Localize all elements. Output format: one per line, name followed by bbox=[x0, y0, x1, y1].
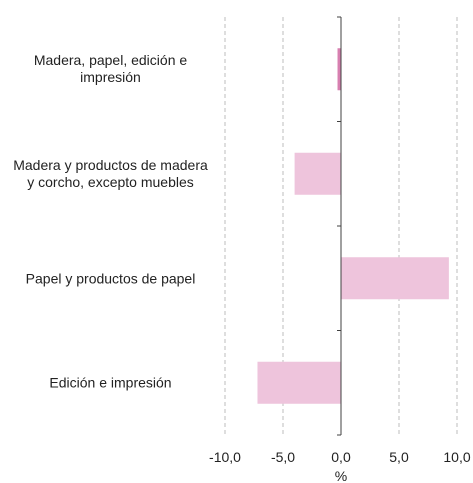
category-label: Madera y productos de madera y corcho, e… bbox=[13, 157, 208, 190]
category-label: Papel y productos de papel bbox=[25, 270, 196, 287]
x-axis-title: % bbox=[335, 468, 347, 483]
bar bbox=[341, 257, 449, 300]
x-tick-label: -10,0 bbox=[209, 449, 241, 465]
category-label: Madera, papel, edición e impresión bbox=[33, 52, 188, 85]
bar bbox=[257, 361, 341, 404]
x-tick-label: 10,0 bbox=[443, 449, 470, 465]
x-tick-label: -5,0 bbox=[271, 449, 295, 465]
x-tick-label: 0,0 bbox=[331, 449, 351, 465]
bar bbox=[337, 48, 341, 91]
category-label: Edición e impresión bbox=[49, 374, 172, 391]
x-tick-label: 5,0 bbox=[389, 449, 409, 465]
bar bbox=[294, 152, 341, 195]
